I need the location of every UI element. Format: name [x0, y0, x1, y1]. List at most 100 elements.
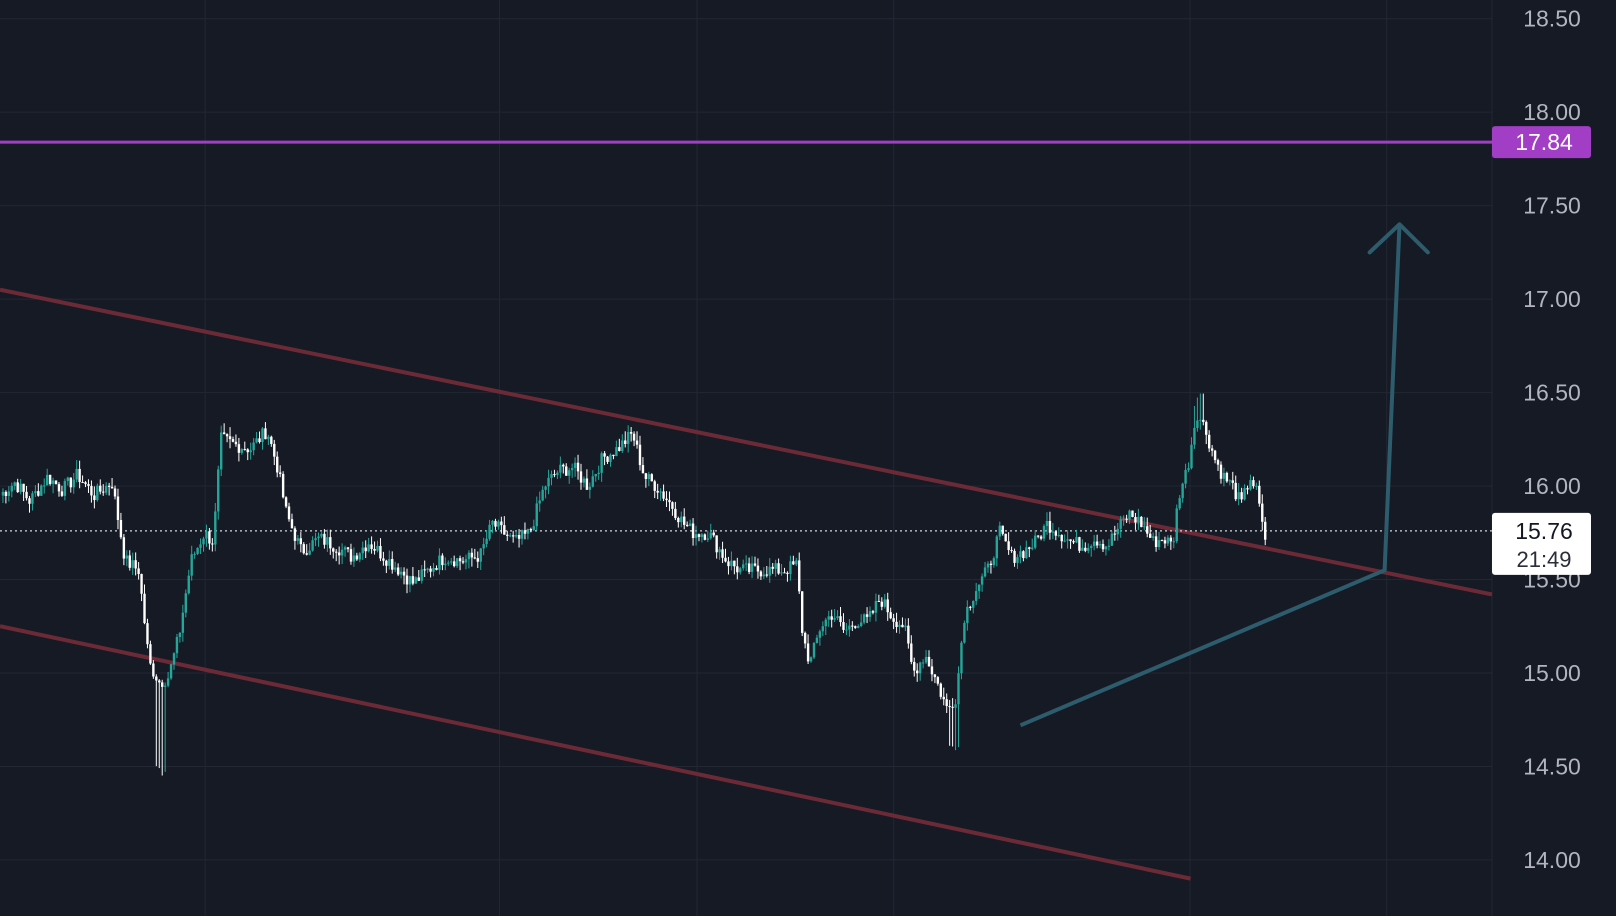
candle-body — [217, 469, 220, 512]
candle-body — [1075, 537, 1078, 543]
candle-body — [113, 488, 117, 497]
candle-body — [1166, 537, 1170, 544]
candle-body — [293, 528, 297, 541]
y-tick-label: 14.50 — [1523, 753, 1581, 779]
channel-lower-line — [0, 624, 1192, 881]
candle-body — [789, 561, 792, 575]
candle-body — [426, 568, 429, 571]
candle-body — [131, 560, 134, 568]
candle-body — [343, 547, 347, 550]
candle-body — [715, 535, 718, 553]
candle-body — [323, 533, 326, 545]
candle-body — [473, 557, 477, 559]
candle-body — [594, 473, 597, 477]
candle-body — [659, 491, 662, 493]
candle-body — [13, 482, 16, 486]
candle-body — [765, 574, 768, 576]
candle-body — [526, 528, 530, 534]
candle-body — [461, 561, 465, 563]
candle-body — [980, 576, 984, 585]
candle-body — [960, 642, 963, 674]
candle-body — [441, 555, 444, 566]
projection-drawings[interactable] — [1019, 222, 1430, 728]
channel-drawings[interactable] — [0, 140, 1493, 881]
candle-body — [190, 554, 193, 576]
candle-body — [656, 490, 659, 493]
candle-body — [880, 601, 884, 607]
candle-body — [694, 534, 698, 539]
candle-body — [889, 612, 892, 619]
candle-body — [851, 625, 854, 627]
candle-body — [777, 563, 780, 574]
candle-body — [388, 559, 391, 566]
candle-body — [615, 447, 618, 457]
candle-body — [688, 523, 692, 527]
candle-body — [31, 493, 34, 504]
candle-body — [482, 544, 485, 549]
candle-body — [907, 625, 910, 644]
candle-body — [278, 472, 282, 474]
candle-body — [529, 528, 533, 530]
candle-body — [768, 566, 771, 576]
candle-body — [954, 704, 957, 708]
candle-body — [329, 537, 332, 549]
candle-body — [290, 519, 294, 529]
candle-body — [1252, 480, 1255, 487]
candle-body — [1258, 485, 1261, 504]
candle-body — [579, 471, 583, 483]
candle-body — [972, 600, 975, 608]
candle-body — [379, 545, 382, 559]
candle-body — [284, 497, 288, 507]
candle-body — [66, 477, 70, 481]
candle-body — [34, 491, 37, 494]
projection-path — [1019, 224, 1402, 728]
candle-body — [541, 489, 544, 501]
candle-body — [414, 577, 418, 584]
candle-body — [995, 536, 999, 559]
candle-body — [612, 454, 615, 457]
candle-body — [957, 673, 960, 705]
candle-body — [1249, 480, 1252, 490]
candle-body — [405, 575, 409, 585]
candle-body — [1019, 551, 1022, 558]
candle-body — [423, 569, 426, 571]
candle-body — [1036, 535, 1040, 537]
candle-body — [166, 678, 170, 686]
candle-body — [567, 470, 571, 476]
candle-body — [184, 593, 188, 613]
candle-body — [1187, 468, 1190, 470]
candle-body — [1010, 550, 1013, 552]
candle-body — [219, 432, 223, 470]
candle-body — [149, 644, 152, 664]
candle-body — [1107, 545, 1111, 547]
candle-body — [1090, 546, 1093, 549]
candle-body — [1175, 508, 1178, 542]
price-axis[interactable]: 14.0014.5015.0015.5016.0016.5017.0017.50… — [1492, 6, 1591, 873]
candle-body — [172, 653, 176, 665]
candle-body — [759, 571, 763, 577]
candle-body — [1116, 528, 1119, 535]
candle-body — [337, 552, 341, 556]
candle-body — [214, 511, 217, 545]
candle-body — [892, 618, 895, 622]
candle-body — [1031, 547, 1034, 549]
candle-body — [494, 520, 497, 527]
candle-body — [1057, 534, 1060, 536]
candle-body — [736, 566, 739, 573]
candle-body — [750, 563, 754, 572]
candle-body — [862, 614, 866, 623]
candle-body — [1261, 503, 1264, 522]
candle-body — [1169, 537, 1173, 542]
candle-body — [1081, 547, 1084, 551]
candle-body — [895, 621, 898, 628]
candle-body — [1084, 547, 1087, 551]
candle-body — [591, 476, 594, 487]
candle-body — [1087, 548, 1090, 551]
candle-body — [1104, 546, 1108, 550]
y-tick-label: 18.00 — [1523, 99, 1581, 125]
y-tick-label: 16.50 — [1523, 380, 1581, 406]
candle-body — [650, 474, 653, 482]
y-tick-label: 14.00 — [1523, 847, 1581, 873]
candle-body — [910, 643, 913, 662]
